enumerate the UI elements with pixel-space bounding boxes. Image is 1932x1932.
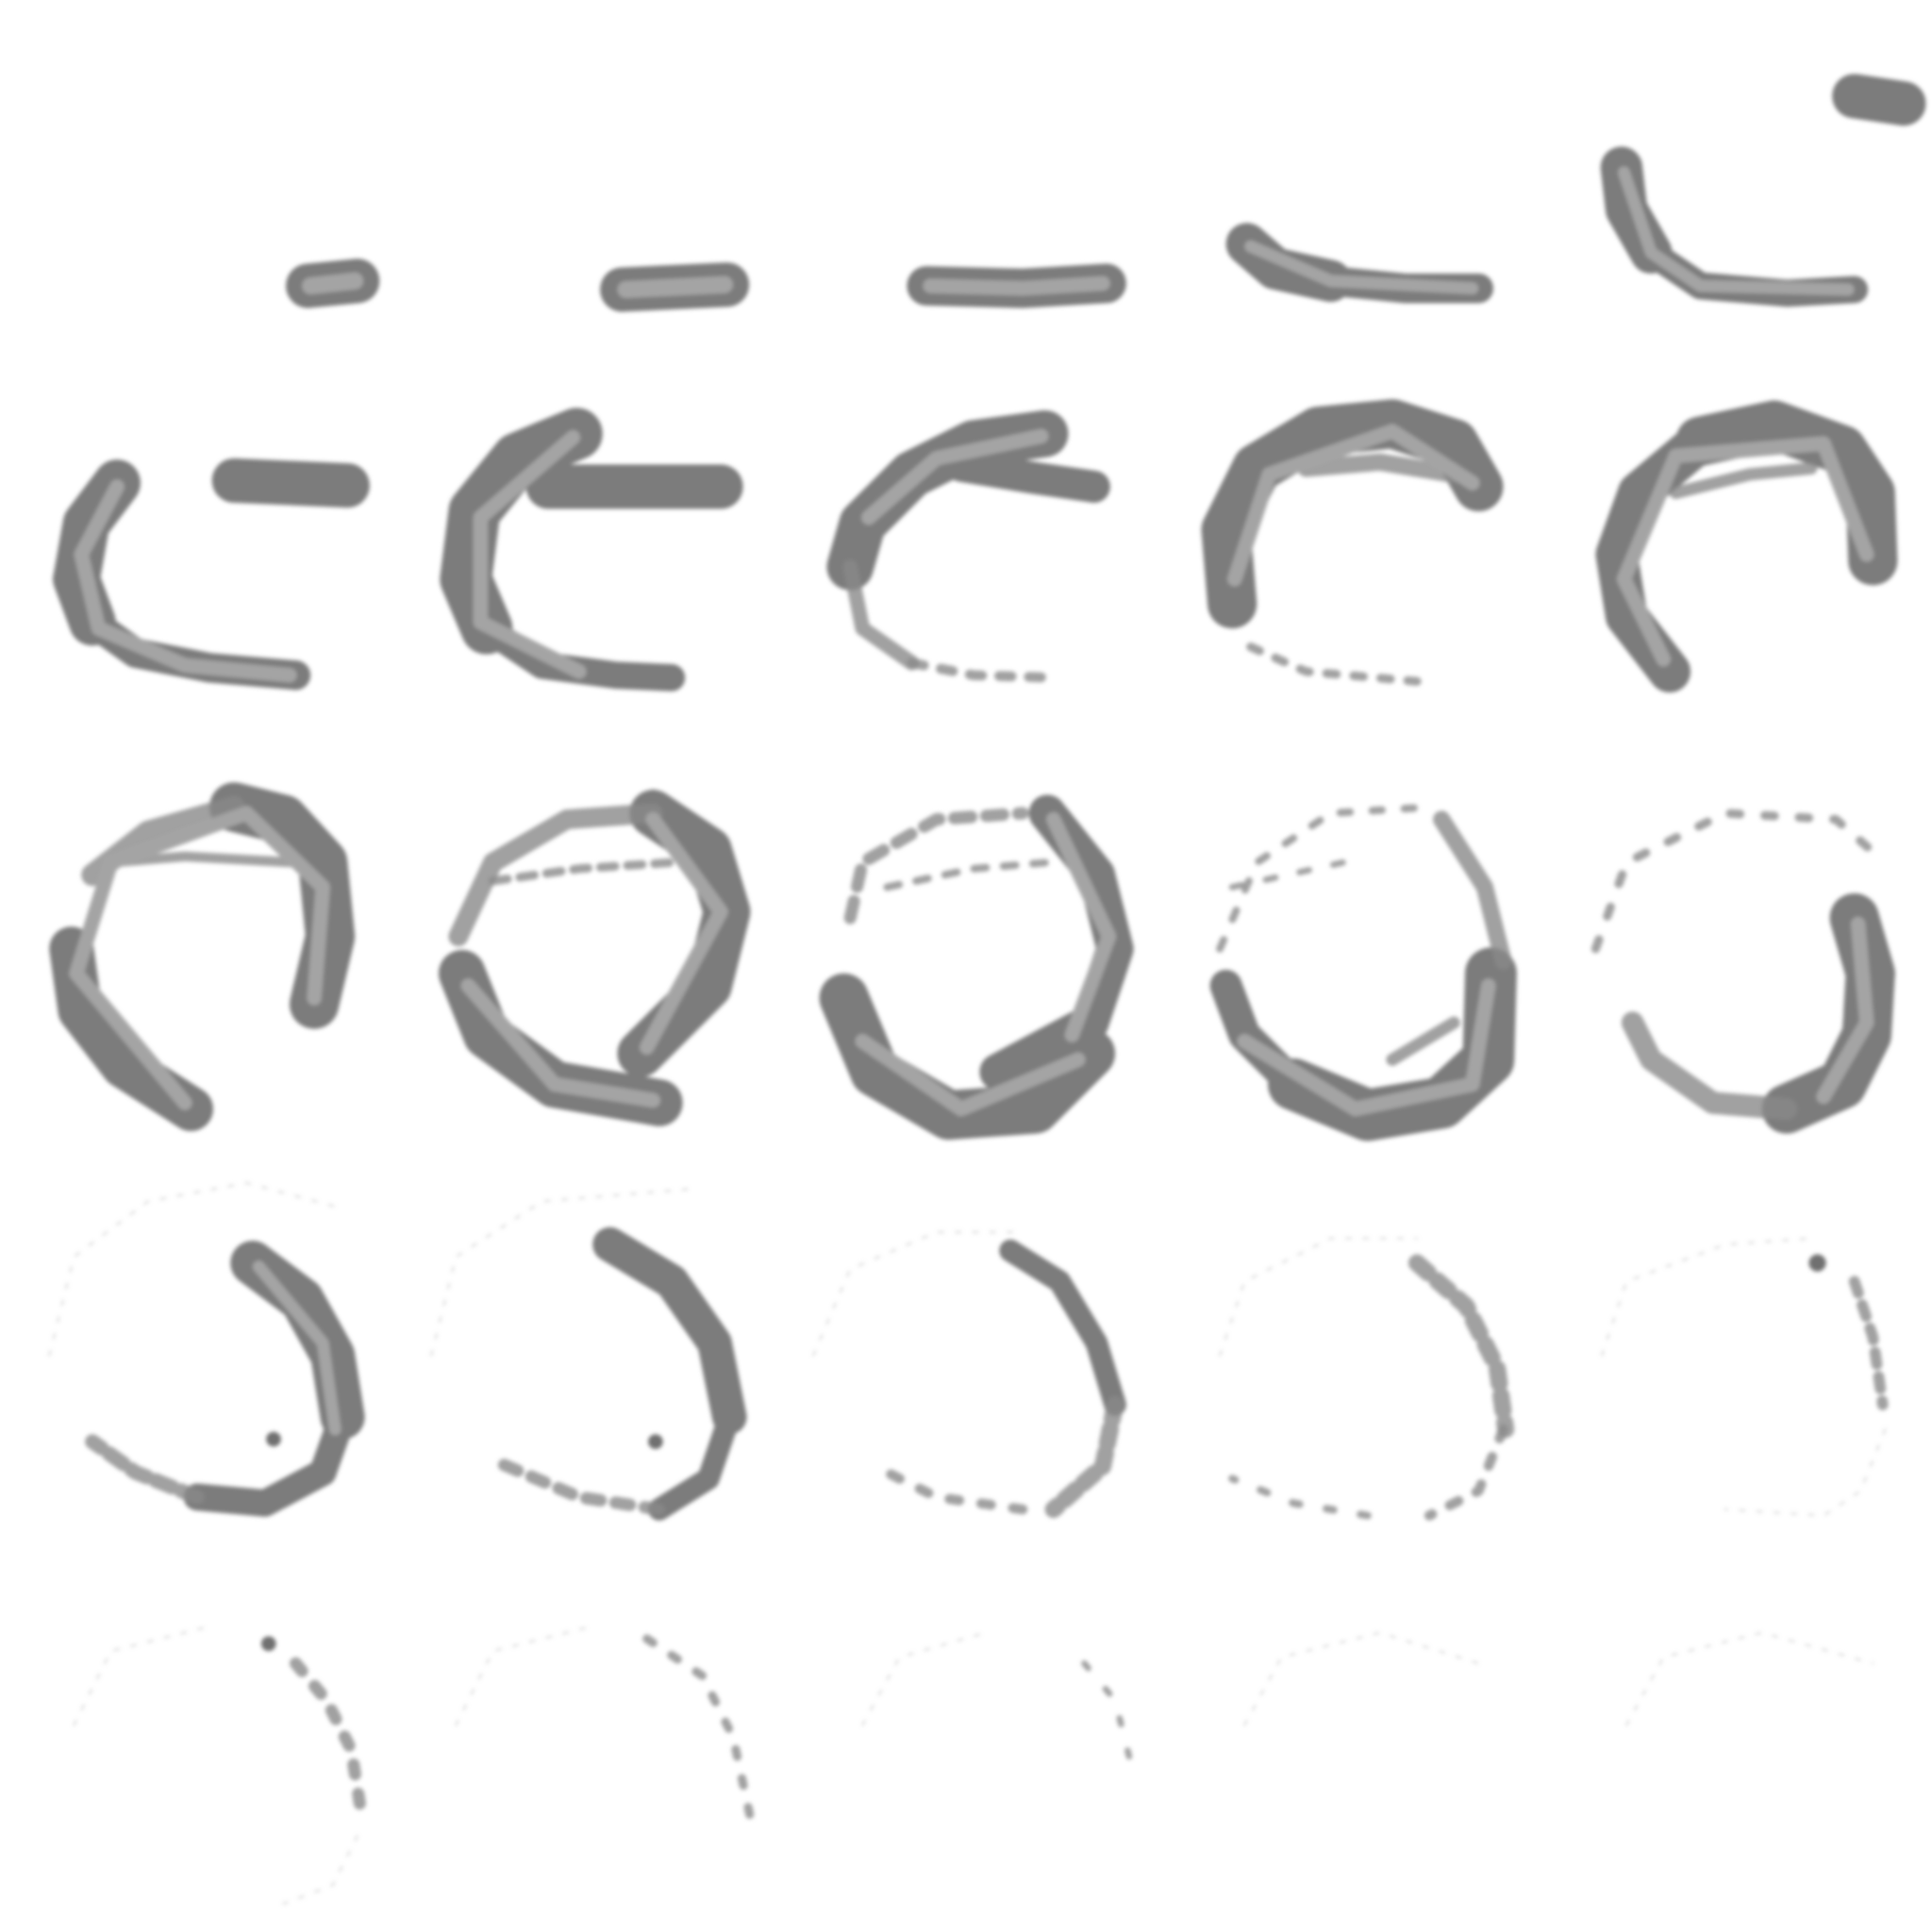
droplet — [648, 1434, 663, 1449]
frame-22 — [455, 1625, 757, 1828]
frame-7 — [440, 408, 743, 691]
frame-17 — [430, 1188, 747, 1521]
frame-12 — [438, 790, 751, 1126]
frames — [48, 74, 1926, 1905]
droplet — [1808, 1254, 1826, 1272]
frame-10 — [1595, 400, 1898, 693]
frame-23 — [861, 1631, 1137, 1778]
frame-20 — [1600, 1237, 1889, 1517]
frame-1 — [286, 258, 380, 308]
frame-5 — [1600, 74, 1926, 308]
droplet — [266, 1431, 281, 1447]
frame-13 — [819, 794, 1134, 1141]
frame-18 — [812, 1231, 1126, 1519]
frame-9 — [1201, 399, 1504, 686]
droplet — [260, 1636, 276, 1652]
frame-24 — [1243, 1631, 1480, 1726]
frame-4 — [1225, 223, 1494, 304]
frame-14 — [1209, 803, 1517, 1141]
frame-3 — [907, 263, 1126, 308]
frame-6 — [53, 458, 370, 691]
frame-8 — [826, 409, 1110, 683]
frame-25 — [1625, 1631, 1874, 1726]
frame-16 — [48, 1181, 365, 1517]
frame-15 — [1591, 808, 1895, 1134]
frame-19 — [1219, 1237, 1515, 1521]
frame-21 — [73, 1625, 368, 1905]
frame-2 — [600, 262, 750, 312]
frame-11 — [49, 782, 356, 1132]
